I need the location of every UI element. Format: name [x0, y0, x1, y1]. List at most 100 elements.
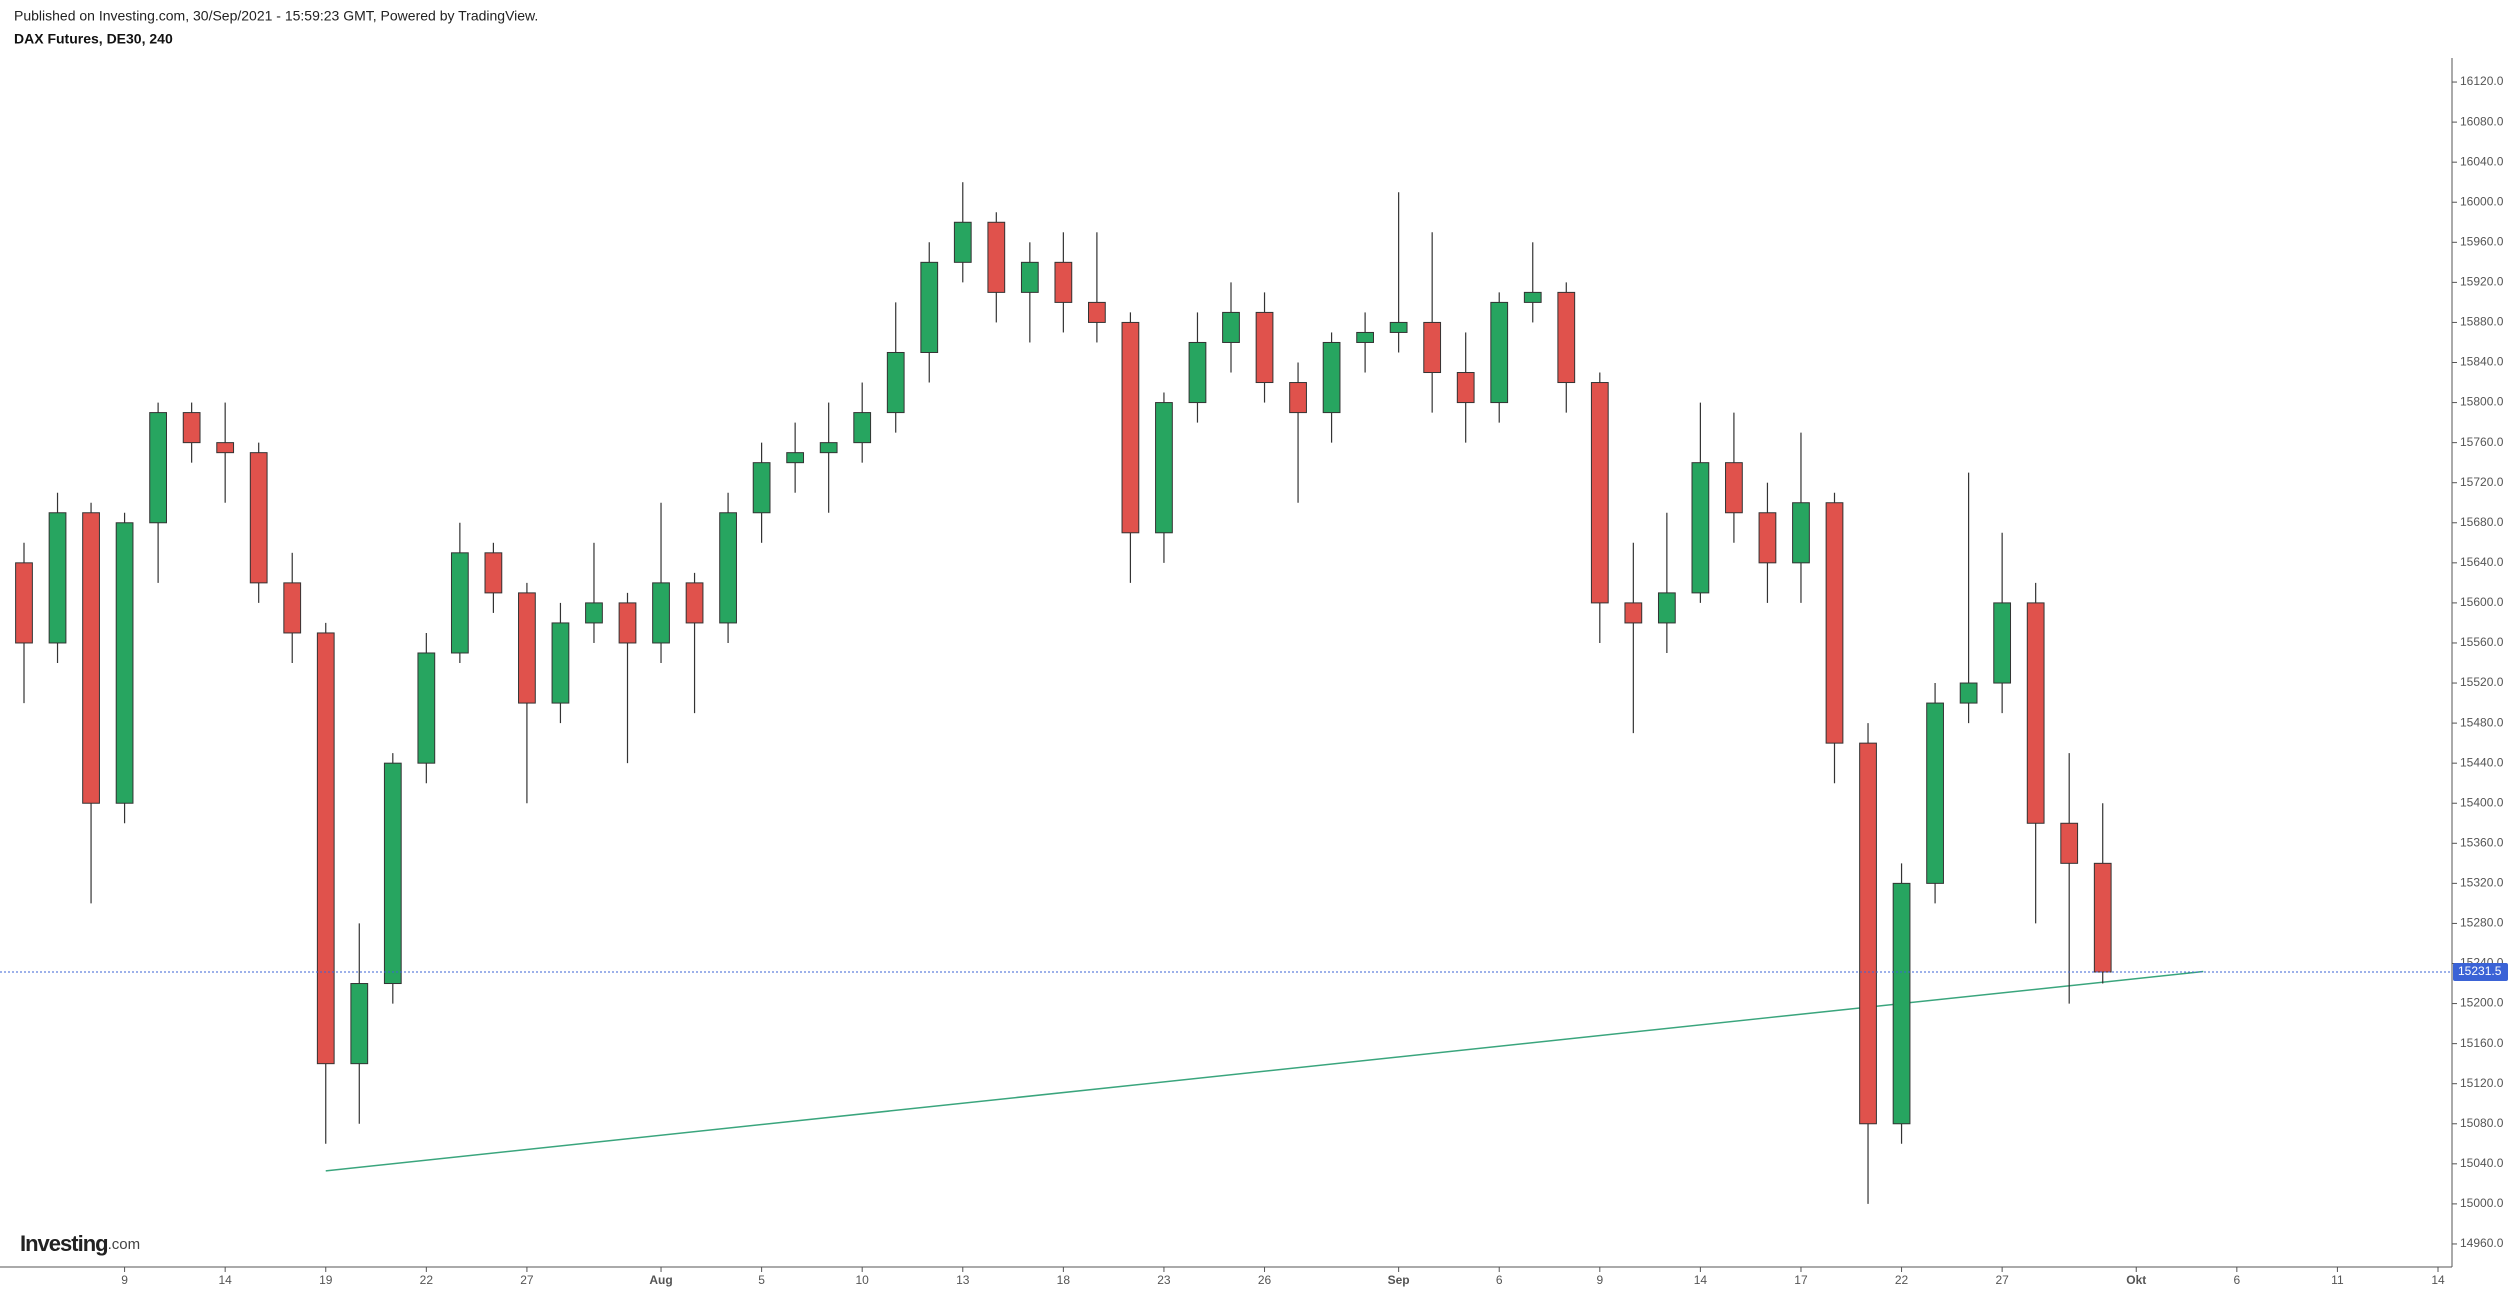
x-tick-label: 10 [856, 1273, 870, 1287]
y-tick-label: 15920.0 [2460, 275, 2504, 289]
x-tick-label: Sep [1388, 1273, 1410, 1287]
candle-body [1222, 311, 1240, 343]
candle-body [987, 221, 1006, 293]
candle-body [1959, 682, 1978, 704]
candle-body [249, 452, 268, 584]
y-tick-label: 15440.0 [2460, 755, 2504, 769]
candle-body [1423, 321, 1442, 374]
y-tick-label: 15080.0 [2460, 1116, 2504, 1130]
candle-body [2060, 822, 2079, 864]
candle-body [283, 582, 302, 634]
y-tick-label: 15640.0 [2460, 555, 2504, 569]
candle-body [652, 582, 670, 644]
y-tick-label: 15720.0 [2460, 475, 2504, 489]
trendline [325, 970, 2204, 1172]
y-tick-label: 15200.0 [2460, 996, 2504, 1010]
candle-body [216, 442, 235, 454]
candle-body [1523, 291, 1542, 303]
y-tick-label: 16120.0 [2460, 74, 2504, 88]
y-tick-label: 15880.0 [2460, 315, 2504, 329]
candle-body [2093, 862, 2112, 973]
candle-body [1456, 372, 1475, 404]
candle-body [15, 562, 33, 644]
x-tick-label: 19 [319, 1273, 333, 1287]
candle-body [1725, 462, 1743, 514]
y-tick-label: 16000.0 [2460, 194, 2504, 208]
y-tick-label: 15680.0 [2460, 515, 2504, 529]
candle-body [1054, 261, 1073, 303]
x-tick-label: 6 [2233, 1273, 2240, 1287]
candle-body [1389, 321, 1408, 333]
candle-body [1088, 301, 1106, 323]
candle-body [1657, 592, 1676, 624]
x-tick-label: Okt [2126, 1273, 2146, 1287]
y-tick-label: 14960.0 [2460, 1236, 2504, 1250]
x-tick-label: 27 [1995, 1273, 2009, 1287]
x-tick-label: 22 [420, 1273, 434, 1287]
y-tick-label: 15480.0 [2460, 715, 2504, 729]
last-price-tag [2453, 963, 2508, 982]
logo-main: Investing [20, 1231, 108, 1256]
candle-body [484, 552, 503, 594]
y-tick-label: 16080.0 [2460, 114, 2504, 128]
y-tick-label: 15160.0 [2460, 1036, 2504, 1050]
y-tick-label: 15560.0 [2460, 635, 2504, 649]
y-tick-label: 15400.0 [2460, 795, 2504, 809]
candle-body [1557, 291, 1576, 384]
candle-body [752, 462, 771, 514]
x-tick-label: 11 [2331, 1273, 2344, 1287]
candle-body [1289, 382, 1307, 414]
y-tick-label: 15120.0 [2460, 1076, 2504, 1090]
candle-body [719, 512, 737, 624]
x-tick-label: 14 [1694, 1273, 1708, 1287]
x-tick-label: 23 [1157, 1273, 1171, 1287]
candle-body [1155, 402, 1173, 534]
candle-body [1322, 341, 1341, 414]
y-tick-label: 15760.0 [2460, 435, 2504, 449]
candle-body [551, 622, 570, 704]
y-tick-label: 15840.0 [2460, 355, 2504, 369]
candle-body [316, 632, 335, 1065]
candle-body [1356, 331, 1374, 343]
x-tick-label: Aug [649, 1273, 672, 1287]
y-tick-label: 15360.0 [2460, 835, 2504, 849]
y-tick-label: 15280.0 [2460, 916, 2504, 930]
candle-body [1825, 502, 1844, 744]
candle-body [685, 582, 704, 624]
x-tick-label: 18 [1057, 1273, 1071, 1287]
x-tick-label: 9 [1596, 1273, 1603, 1287]
candle-body [819, 442, 838, 454]
logo-suffix: .com [108, 1236, 141, 1253]
x-tick-label: 14 [2431, 1273, 2445, 1287]
y-tick-label: 15320.0 [2460, 876, 2504, 890]
candle-body [585, 602, 603, 624]
candle-body [786, 452, 805, 464]
candle-body [853, 412, 872, 444]
candle-body [383, 762, 402, 985]
candle-body [618, 602, 637, 644]
last-price-label: 15231.5 [2458, 964, 2502, 978]
candle-body [518, 592, 536, 704]
candle-body [1892, 882, 1911, 1125]
y-tick-label: 15040.0 [2460, 1156, 2504, 1170]
y-tick-label: 15600.0 [2460, 595, 2504, 609]
candle-body [1792, 502, 1810, 564]
y-tick-label: 15000.0 [2460, 1196, 2504, 1210]
candle-body [1691, 462, 1710, 594]
candle-body [417, 652, 436, 764]
y-tick-label: 15520.0 [2460, 675, 2504, 689]
y-tick-label: 15960.0 [2460, 234, 2504, 248]
candle-body [182, 412, 201, 444]
x-tick-label: 6 [1496, 1273, 1503, 1287]
x-tick-label: 22 [1895, 1273, 1909, 1287]
caption: Published on Investing.com, 30/Sep/2021 … [14, 8, 538, 24]
x-tick-label: 17 [1794, 1273, 1808, 1287]
x-tick-label: 13 [956, 1273, 970, 1287]
y-tick-label: 15800.0 [2460, 395, 2504, 409]
x-tick-label: 27 [520, 1273, 534, 1287]
candle-body [115, 522, 134, 804]
candle-body [1993, 602, 2012, 684]
candle-body [1926, 702, 1944, 884]
